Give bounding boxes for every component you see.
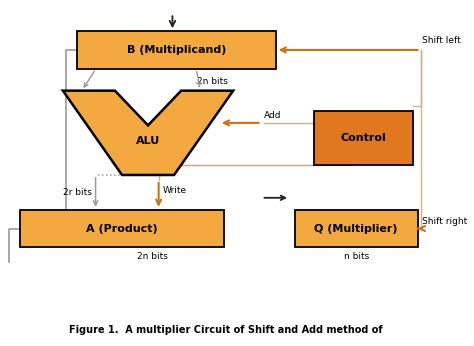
Bar bbox=[295, 210, 418, 247]
Text: Shift right: Shift right bbox=[422, 217, 468, 226]
Text: 2r bits: 2r bits bbox=[63, 188, 92, 197]
Bar bbox=[77, 31, 276, 69]
Text: A (Product): A (Product) bbox=[86, 224, 158, 234]
Text: Figure 1.  A multiplier Circuit of Shift and Add method of: Figure 1. A multiplier Circuit of Shift … bbox=[69, 325, 383, 335]
Text: 2n bits: 2n bits bbox=[137, 252, 168, 261]
Text: Add: Add bbox=[264, 111, 281, 120]
Text: Shift left: Shift left bbox=[422, 36, 461, 45]
Text: n bits: n bits bbox=[344, 252, 369, 261]
Text: 2n bits: 2n bits bbox=[197, 77, 228, 86]
Bar bbox=[314, 110, 413, 165]
Text: Q (Multiplier): Q (Multiplier) bbox=[314, 224, 398, 234]
Bar bbox=[20, 210, 224, 247]
Text: Write: Write bbox=[163, 186, 187, 195]
Text: ALU: ALU bbox=[136, 136, 160, 146]
Text: B (Multiplicand): B (Multiplicand) bbox=[127, 45, 226, 55]
Text: Control: Control bbox=[340, 133, 386, 143]
Polygon shape bbox=[63, 91, 233, 175]
